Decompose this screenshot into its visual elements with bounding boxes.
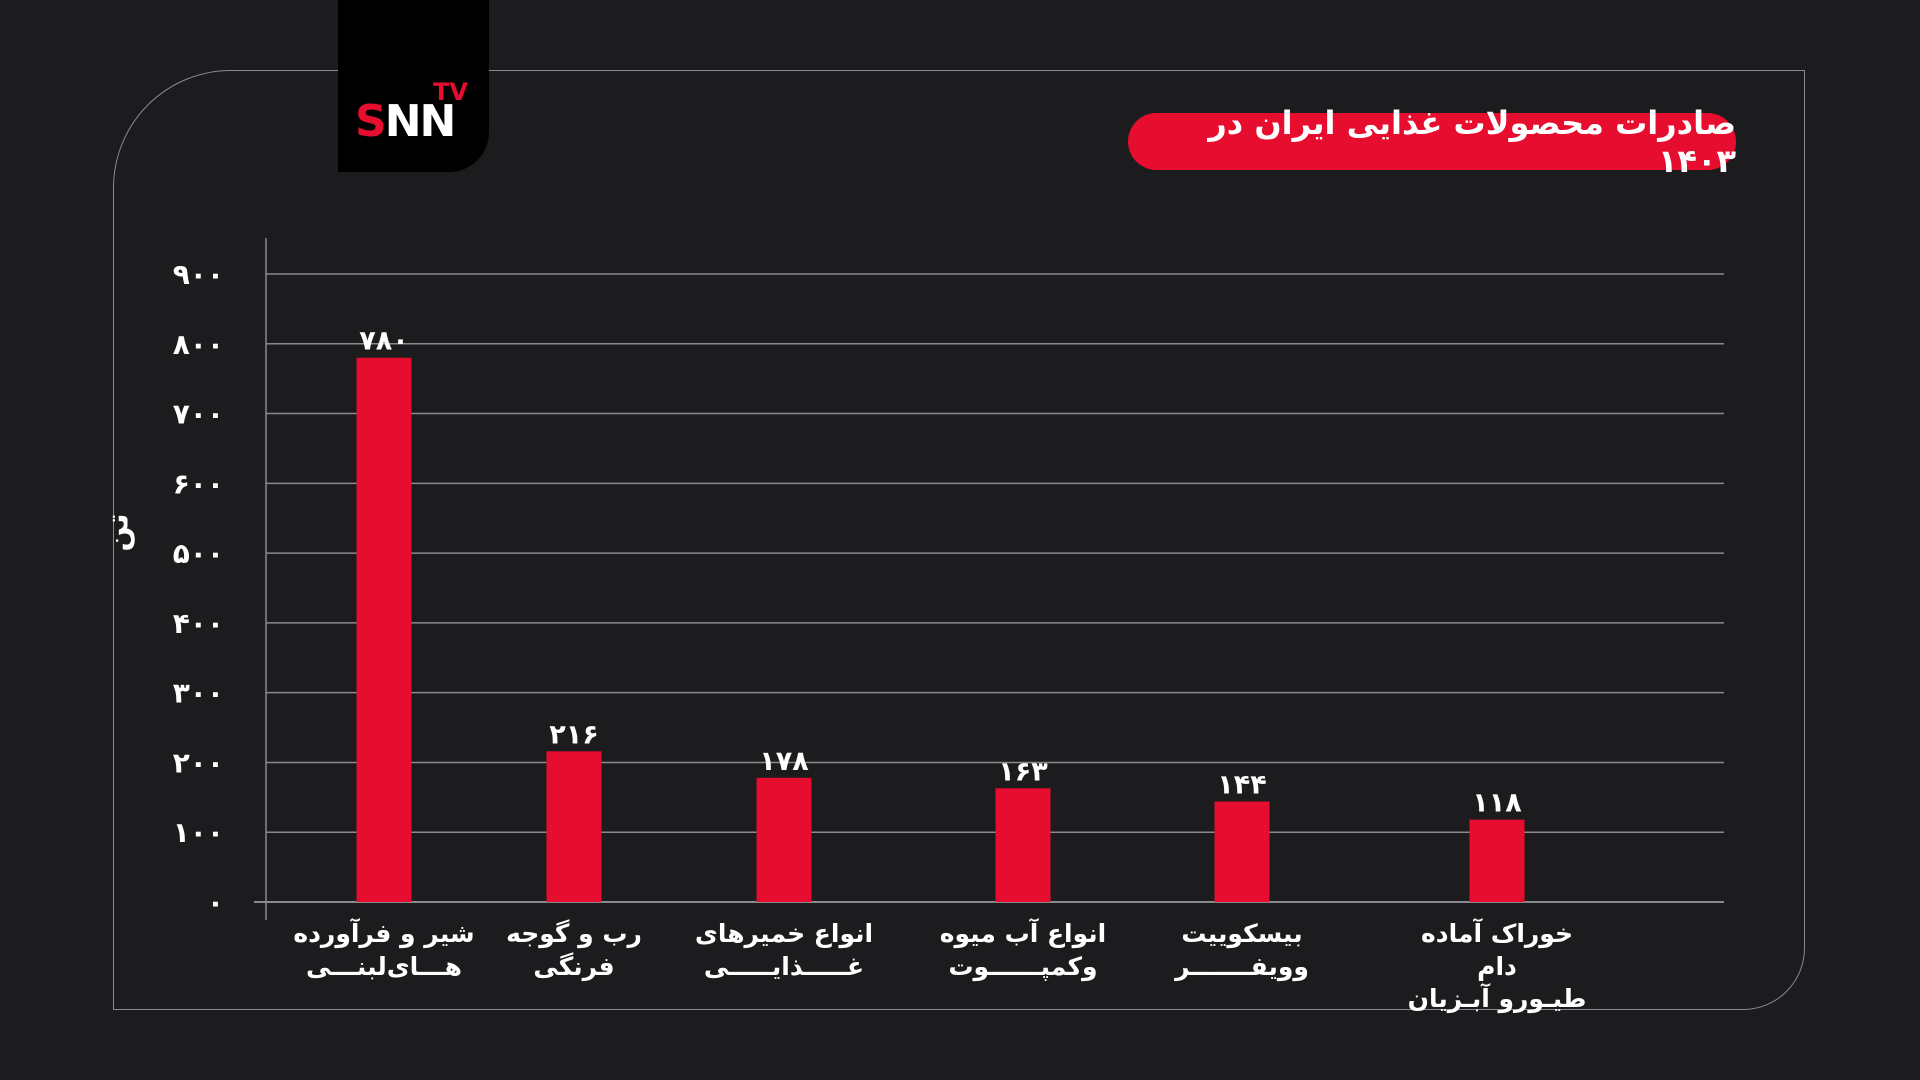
y-tick-label-0: ٠ (207, 886, 224, 919)
x-category-label-3: انواع آب میوه وکمپــــــوت (939, 919, 1107, 981)
bar-1 (546, 751, 602, 902)
y-tick-label-800: ٨٠٠ (173, 328, 224, 361)
logo-s: S (355, 96, 387, 147)
y-tick-label-500: ۵٠٠ (173, 537, 224, 570)
bar-value-label-0: ٧٨٠ (359, 326, 408, 357)
bar-value-label-3: ١۶٣ (998, 756, 1048, 787)
x-category-label-1: رب و گوجه فرنگی (506, 919, 642, 981)
chart-frame (113, 70, 1805, 1010)
y-tick-label-900: ٩٠٠ (173, 258, 224, 291)
bar-3 (995, 788, 1051, 902)
y-tick-label-300: ٣٠٠ (173, 677, 224, 710)
bar-5 (1469, 819, 1525, 902)
bar-0 (356, 357, 412, 902)
bar-value-label-5: ١١٨ (1472, 788, 1522, 819)
bar-4 (1214, 801, 1270, 902)
logo-background (338, 0, 489, 172)
bar-value-label-4: ١۴۴ (1217, 770, 1266, 801)
y-tick-label-700: ٧٠٠ (173, 398, 224, 431)
y-tick-label-100: ١٠٠ (173, 816, 224, 849)
x-category-label-4: بیسکوییت وویفـــــــر (1175, 919, 1309, 981)
bar-value-label-2: ١٧٨ (759, 746, 809, 777)
y-tick-label-200: ٢٠٠ (173, 746, 224, 779)
logo-nn: NN (384, 96, 457, 147)
x-category-label-5: خوراک آماده دام طیـورو آبـزیان (1407, 919, 1587, 1013)
y-tick-label-600: ۶٠٠ (173, 467, 224, 500)
bar-2 (756, 777, 812, 902)
x-category-label-0: شیر و فرآورده هـــای‌لبنـــی (293, 919, 475, 981)
snn-tv-logo: SNN TV (355, 80, 468, 144)
logo-tv: TV (433, 78, 468, 106)
y-tick-label-400: ۴٠٠ (173, 607, 224, 640)
bar-value-label-1: ٢١۶ (549, 719, 598, 750)
x-category-label-2: انواع خمیرهای غـــــذایـــــی (694, 919, 874, 981)
